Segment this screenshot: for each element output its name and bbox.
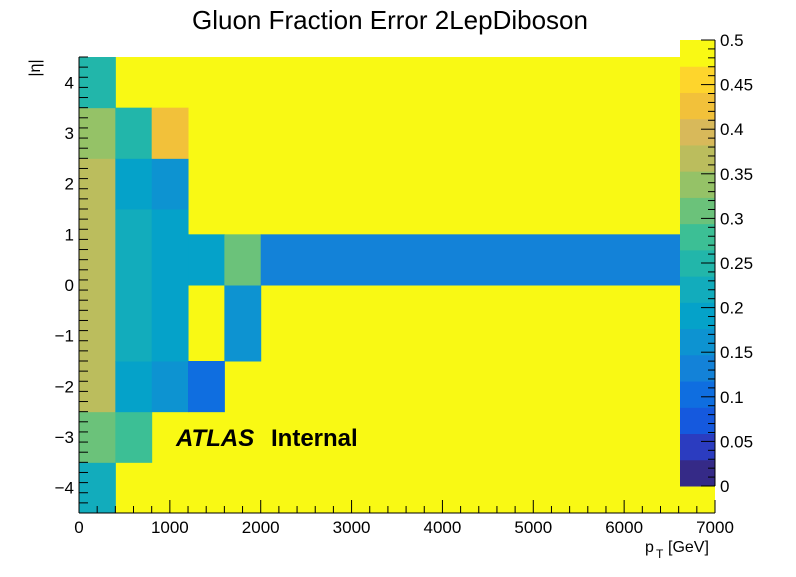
colorbar-segment bbox=[680, 118, 715, 146]
heatmap-cell bbox=[79, 57, 116, 109]
heatmap-cell bbox=[115, 361, 153, 413]
colorbar-tick-label: 0.45 bbox=[720, 76, 753, 95]
heatmap-cell bbox=[79, 158, 116, 210]
colorbar: 0 0.05 0.1 0.15 0.2 0.25 0.3 0.35 0.4 0.45 0.5 bbox=[680, 31, 753, 496]
atlas-label: ATLAS Internal bbox=[175, 425, 358, 452]
x-tick-label: 7000 bbox=[696, 518, 734, 537]
colorbar-segment bbox=[680, 407, 715, 435]
axes bbox=[78, 57, 715, 514]
y-axis-label: |η| bbox=[27, 59, 44, 76]
colorbar-segment bbox=[680, 197, 715, 225]
heatmap-cell bbox=[79, 107, 116, 159]
x-axis-ticks: 0 1000 2000 3000 4000 5000 6000 7000 bbox=[74, 500, 734, 537]
colorbar-tick-label: 0.1 bbox=[720, 388, 744, 407]
heatmap-cell bbox=[188, 361, 225, 413]
y-tick-label: 2 bbox=[65, 175, 74, 194]
colorbar-segment bbox=[680, 354, 715, 382]
y-tick-label: 3 bbox=[65, 124, 74, 143]
x-tick-label: 0 bbox=[74, 518, 83, 537]
colorbar-tick-label: 0.25 bbox=[720, 254, 753, 273]
colorbar-tick-label: 0.2 bbox=[720, 299, 744, 318]
y-tick-label: −2 bbox=[55, 377, 74, 396]
y-tick-label: −3 bbox=[55, 428, 74, 447]
colorbar-segment bbox=[680, 66, 715, 93]
heatmap-cell bbox=[79, 462, 116, 514]
y-tick-label: −1 bbox=[55, 327, 74, 346]
colorbar-tick-label: 0.5 bbox=[720, 31, 744, 50]
colorbar-segment bbox=[680, 328, 715, 356]
x-tick-label: 2000 bbox=[242, 518, 280, 537]
colorbar-segment bbox=[680, 144, 715, 172]
colorbar-segment bbox=[680, 433, 715, 461]
colorbar-segment bbox=[680, 459, 715, 487]
x-tick-label: 4000 bbox=[424, 518, 462, 537]
heatmap-cell bbox=[151, 361, 189, 413]
y-tick-label: 1 bbox=[65, 225, 74, 244]
heatmap-cell bbox=[224, 234, 262, 286]
x-axis-label: p T [GeV] bbox=[645, 539, 709, 561]
x-tick-label: 6000 bbox=[605, 518, 643, 537]
colorbar-tick-label: 0.35 bbox=[720, 165, 753, 184]
colorbar-tick-label: 0.15 bbox=[720, 343, 753, 362]
colorbar-tick-label: 0.4 bbox=[720, 120, 744, 139]
x-tick-label: 5000 bbox=[514, 518, 552, 537]
colorbar-segment bbox=[680, 171, 715, 198]
colorbar-segment bbox=[680, 223, 715, 251]
colorbar-tick-label: 0.3 bbox=[720, 209, 744, 228]
x-axis-label-subscript: T bbox=[656, 547, 664, 561]
heatmap-cell bbox=[188, 234, 225, 286]
atlas-label-bold: ATLAS bbox=[175, 425, 254, 452]
heatmap-cell bbox=[151, 107, 189, 159]
x-tick-label: 1000 bbox=[151, 518, 189, 537]
atlas-label-internal: Internal bbox=[271, 425, 358, 452]
colorbar-segment bbox=[680, 92, 715, 120]
y-tick-label: −4 bbox=[55, 479, 74, 498]
heatmap-cell bbox=[115, 411, 153, 463]
colorbar-tick-label: 0 bbox=[720, 477, 729, 496]
heatmap-cells bbox=[79, 57, 716, 514]
colorbar-tick-label: 0.05 bbox=[720, 432, 753, 451]
colorbar-segment bbox=[680, 40, 715, 67]
heatmap-cell bbox=[151, 158, 189, 210]
x-axis-label-unit: [GeV] bbox=[668, 539, 709, 556]
heatmap-cell bbox=[115, 107, 153, 159]
heatmap-cell bbox=[151, 209, 189, 362]
heatmap-cell bbox=[260, 234, 716, 286]
y-tick-label: 4 bbox=[65, 73, 74, 92]
heatmap-cell bbox=[224, 285, 262, 362]
colorbar-segment bbox=[680, 302, 715, 330]
x-tick-label: 3000 bbox=[333, 518, 371, 537]
x-axis-label-main: p bbox=[645, 539, 654, 556]
heatmap-cell bbox=[115, 158, 153, 210]
chart-title: Gluon Fraction Error 2LepDiboson bbox=[192, 5, 588, 35]
heatmap-cell bbox=[115, 209, 153, 362]
colorbar-segment bbox=[680, 381, 715, 408]
heatmap-cell bbox=[79, 411, 116, 463]
y-axis-ticks: −4 −3 −2 −1 0 1 2 3 4 bbox=[55, 56, 88, 514]
y-tick-label: 0 bbox=[65, 276, 74, 295]
